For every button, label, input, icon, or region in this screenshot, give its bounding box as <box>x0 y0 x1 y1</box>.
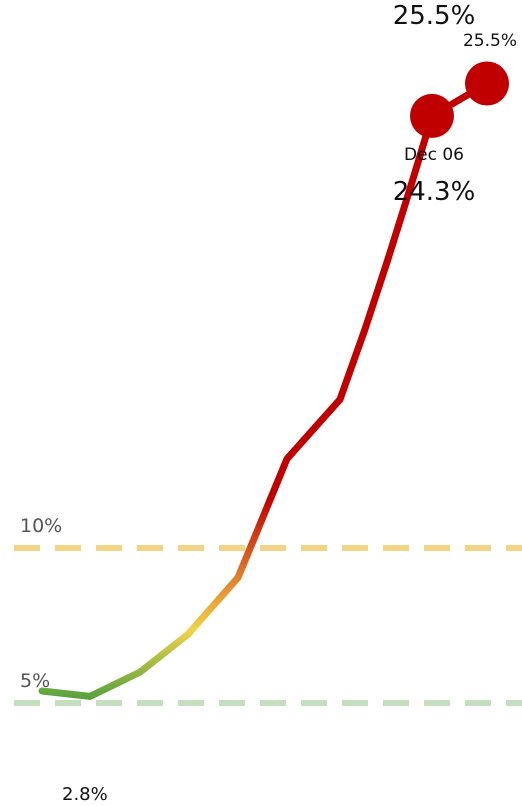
data-points <box>410 61 509 138</box>
highlight-value-label: 24.3% <box>393 177 476 207</box>
reference-label-10: 10% <box>20 515 62 537</box>
data-point-marker-2 <box>465 61 509 106</box>
last-value-label: 25.5% <box>463 31 517 51</box>
start-value-label: 2.8% <box>62 784 108 805</box>
highlight-date-label: Dec 06 <box>404 145 464 165</box>
data-point-marker-1 <box>410 93 454 138</box>
series-line <box>38 80 491 700</box>
top-value-label: 25.5% <box>393 1 476 31</box>
reference-label-5: 5% <box>20 670 50 692</box>
